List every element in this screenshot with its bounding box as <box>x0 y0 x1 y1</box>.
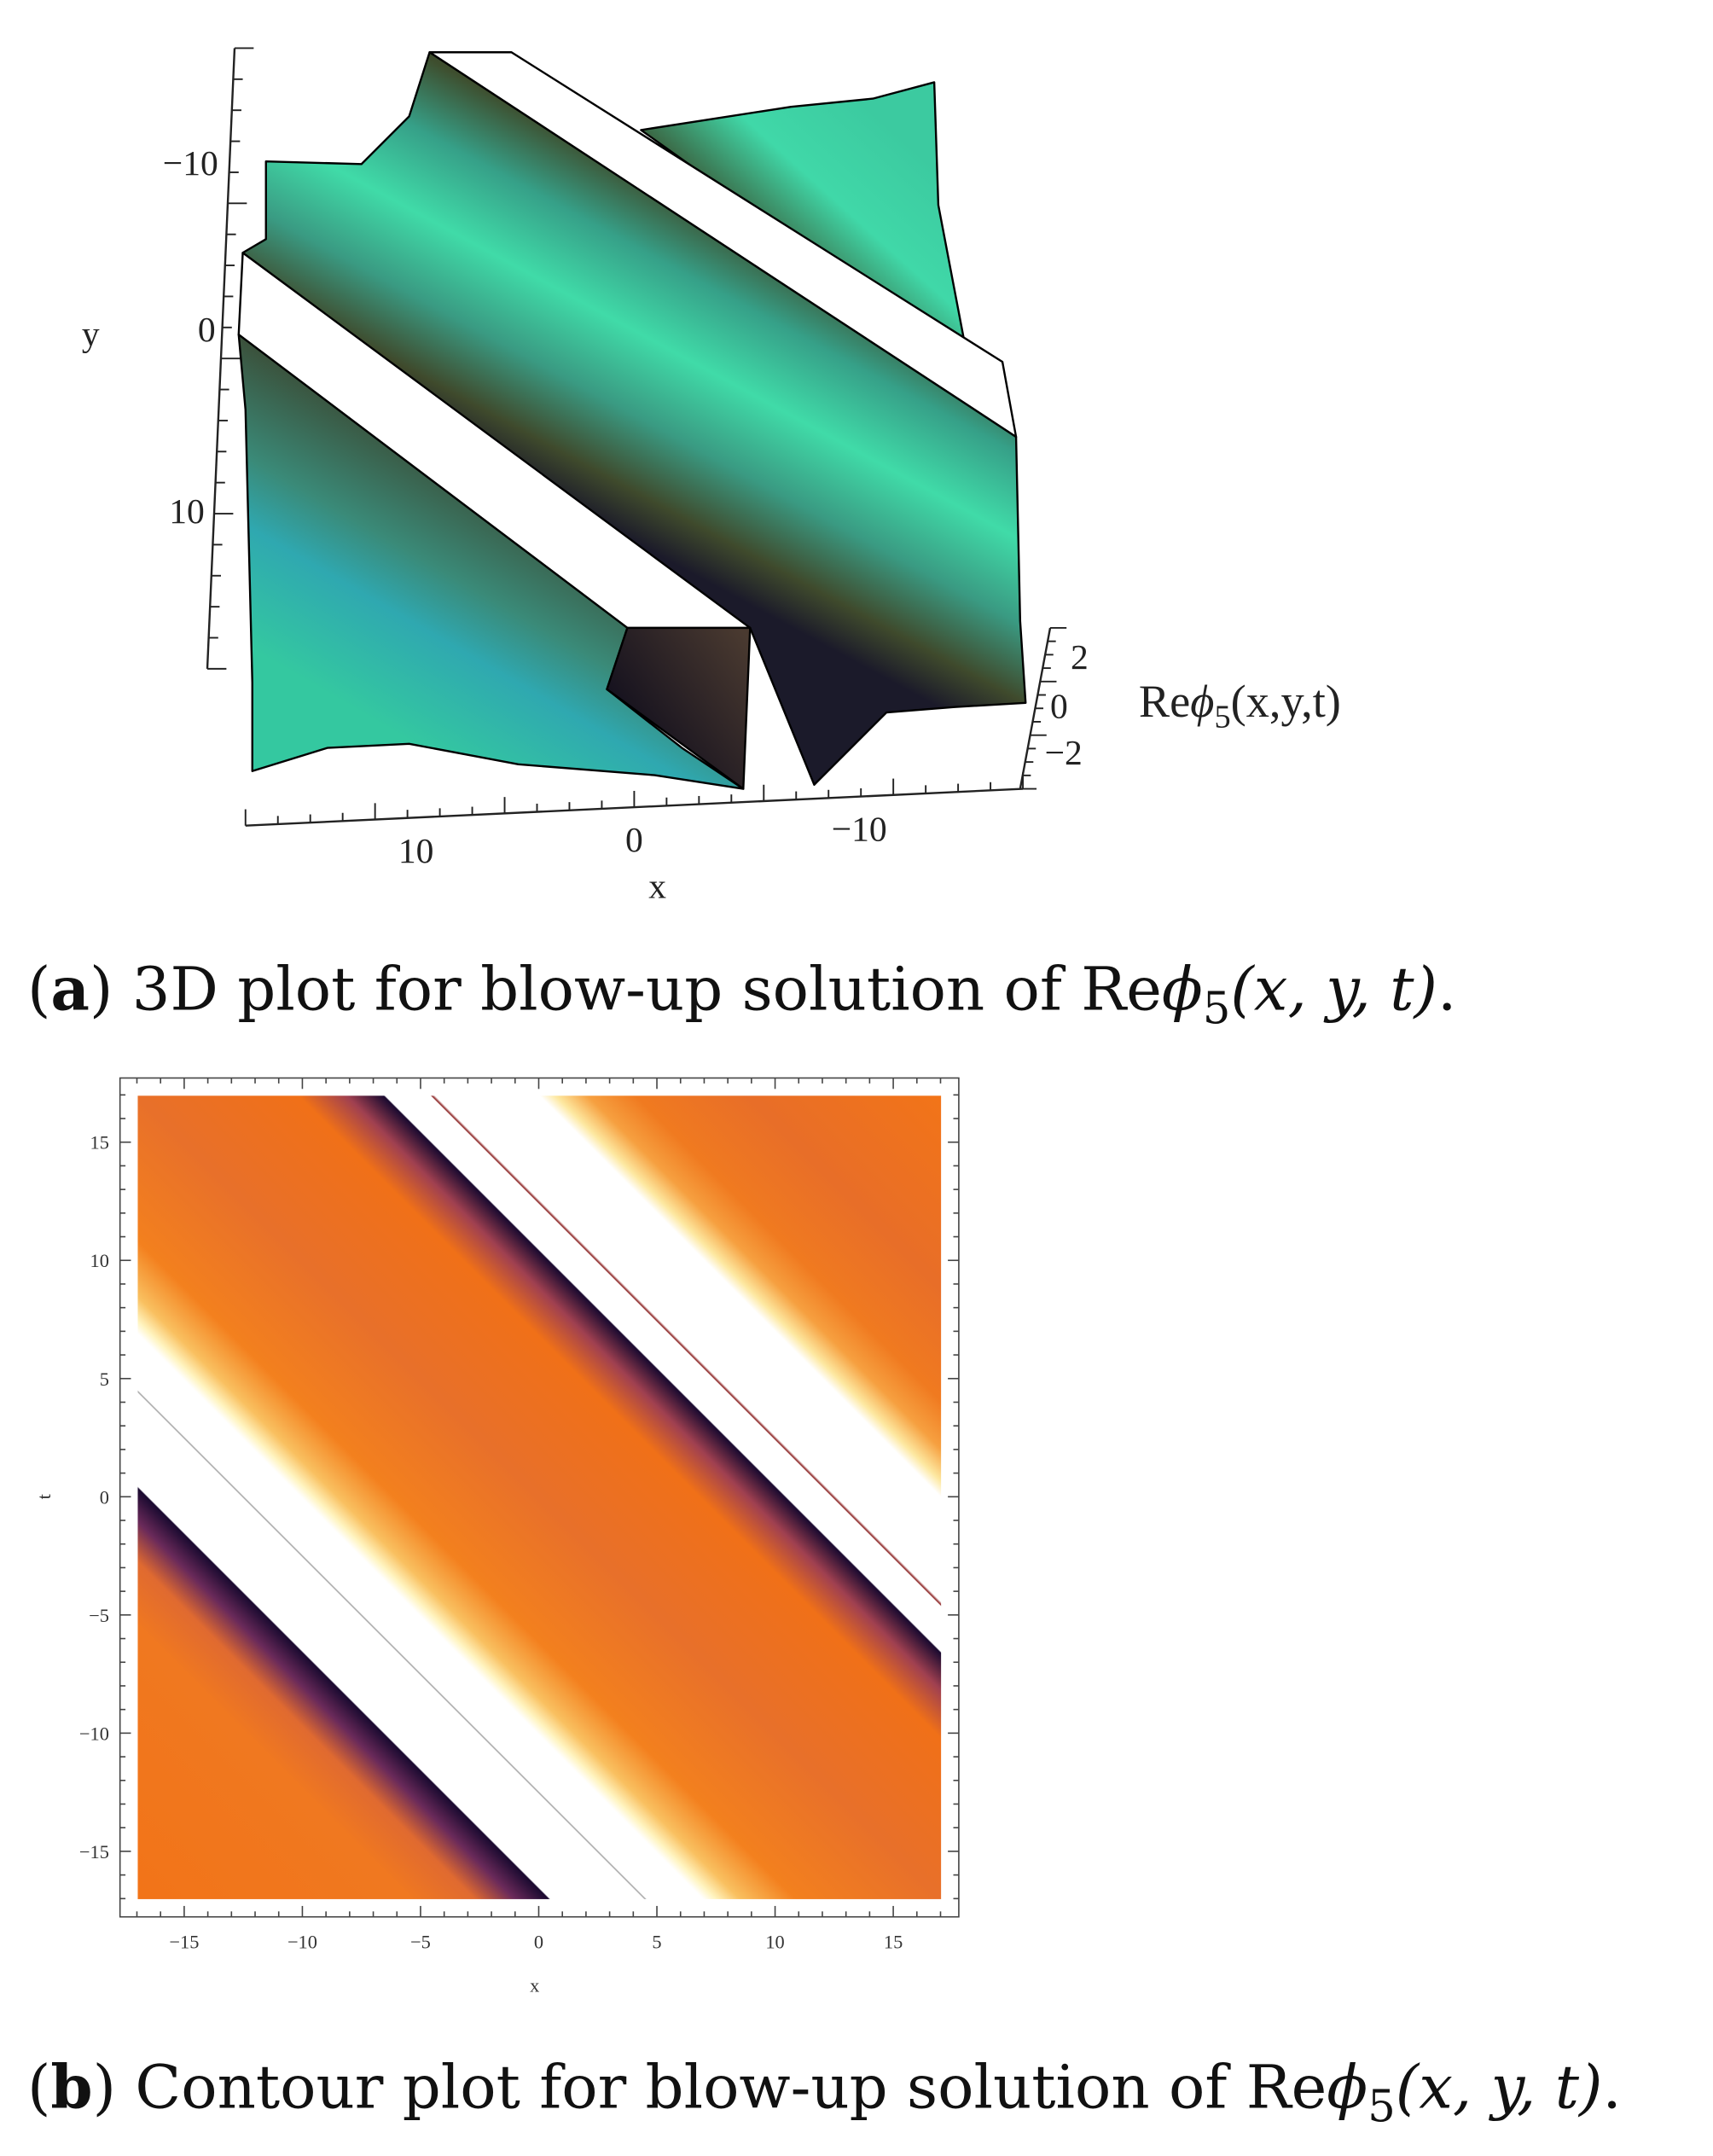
y-tick-label: 10 <box>169 491 205 531</box>
y-tick-label: −10 <box>79 1723 109 1744</box>
y-tick-label: 15 <box>90 1132 109 1154</box>
surface-3d <box>237 51 1027 790</box>
x-tick-label: 10 <box>765 1931 784 1952</box>
caption-b: (b) Contour plot for blow-up solution of… <box>27 2052 1622 2133</box>
z-tick-label: 2 <box>1071 637 1089 677</box>
x-tick-label: 0 <box>534 1931 543 1952</box>
z-tick-label: 0 <box>1050 686 1068 725</box>
x-tick-label: −15 <box>169 1931 199 1952</box>
x-tick-label: 15 <box>884 1931 903 1952</box>
x-tick-label: −5 <box>410 1931 431 1952</box>
x-axis-label: x <box>648 866 666 905</box>
y-axis-label: t <box>33 1493 55 1499</box>
tick-labels-contour: −15 −10 −5 0 5 10 15 15 10 5 0 −5 −10 −15 <box>79 1132 903 1953</box>
x-tick-label: 0 <box>625 820 643 859</box>
y-tick-label: 0 <box>198 310 216 349</box>
contour-field <box>137 1095 942 1899</box>
x-tick-label: −10 <box>832 809 887 848</box>
y-tick-label: 10 <box>90 1250 109 1271</box>
caption-a: (a) 3D plot for blow-up solution of Reϕ5… <box>27 954 1456 1035</box>
x-axis-label: x <box>530 1975 539 1996</box>
y-tick-label: 5 <box>100 1369 109 1390</box>
x-tick-label: 10 <box>398 831 434 870</box>
y-tick-label: −15 <box>79 1841 109 1863</box>
y-axis-label: y <box>82 314 100 353</box>
y-tick-label: −5 <box>89 1605 109 1626</box>
y-tick-label: −10 <box>163 143 218 183</box>
blowup-face <box>606 626 752 790</box>
tick-marks-3d <box>207 47 1067 826</box>
y-tick-label: 0 <box>100 1486 109 1508</box>
z-tick-label: −2 <box>1045 733 1083 772</box>
z-axis-label: Reϕ5(x,y,t) <box>1139 676 1341 735</box>
x-tick-label: 5 <box>652 1931 661 1952</box>
tick-marks-contour <box>119 1078 959 1917</box>
x-tick-label: −10 <box>287 1931 317 1952</box>
